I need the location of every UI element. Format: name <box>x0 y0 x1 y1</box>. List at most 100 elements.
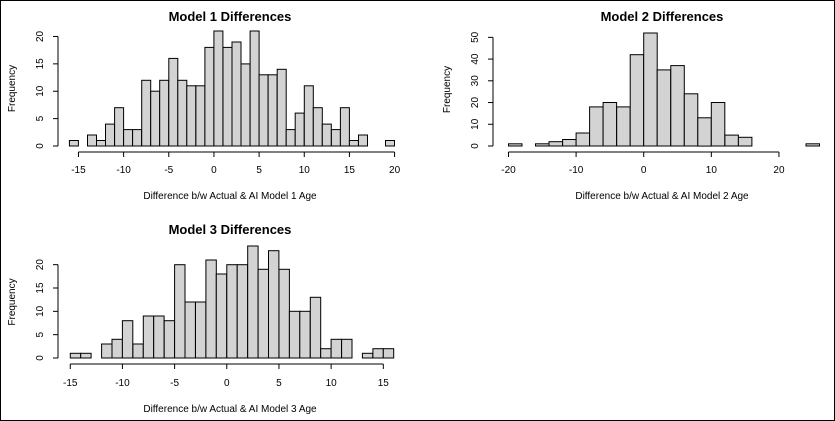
histogram-bar <box>87 134 97 147</box>
histogram-bar <box>121 320 134 359</box>
histogram-bar <box>602 102 618 147</box>
chart-title: Model 3 Differences <box>169 222 292 237</box>
histogram-bar <box>670 65 685 147</box>
histogram-bar <box>535 143 550 147</box>
histogram-bar <box>348 140 359 147</box>
histogram-bar <box>184 301 196 359</box>
histogram-bar <box>341 338 353 359</box>
y-tick-label: 40 <box>470 53 481 65</box>
histogram-bar <box>385 140 395 147</box>
histogram-bar <box>330 338 343 359</box>
histogram-bar <box>69 352 82 359</box>
y-tick-label: 0 <box>470 143 481 149</box>
y-tick-label: 15 <box>35 58 46 70</box>
histogram-bar <box>123 129 134 147</box>
y-axis-label: Frequency <box>7 65 18 112</box>
x-tick-label: -10 <box>115 378 130 389</box>
histogram-bar <box>339 107 350 147</box>
histogram-bar <box>177 79 188 147</box>
histogram-bar <box>114 107 125 147</box>
histogram-bar <box>268 250 280 359</box>
histogram-bar <box>226 264 238 359</box>
histogram-bar <box>724 134 739 147</box>
histogram-bar <box>96 140 106 147</box>
histogram-bar <box>361 352 374 359</box>
histogram-bar <box>309 296 322 359</box>
histogram-bar <box>231 41 242 147</box>
x-tick-label: -10 <box>569 165 584 176</box>
histogram-bar <box>247 245 259 359</box>
histogram-bar <box>132 129 143 147</box>
x-tick-label: 5 <box>276 378 282 389</box>
histogram-bar <box>141 79 152 147</box>
histogram-bar <box>805 143 820 147</box>
histogram-bar <box>80 352 92 359</box>
x-axis-label: Difference b/w Actual & AI Model 3 Age <box>143 404 317 415</box>
y-tick-label: 0 <box>35 143 46 149</box>
x-tick-label: -5 <box>164 165 173 176</box>
histogram-bar <box>142 315 155 359</box>
histogram-bar <box>168 57 179 147</box>
x-tick-label: 0 <box>211 165 217 176</box>
chart-title: Model 1 Differences <box>169 9 292 24</box>
y-tick-label: 30 <box>470 75 481 87</box>
histogram-bar <box>195 301 207 359</box>
histogram-bar <box>548 141 563 147</box>
histogram-bar <box>710 102 726 147</box>
histogram-bar <box>159 79 170 147</box>
histogram-bar <box>656 69 672 147</box>
x-axis-label: Difference b/w Actual & AI Model 1 Age <box>143 191 317 202</box>
histogram-bar <box>382 348 395 359</box>
histogram-bar <box>276 68 287 147</box>
y-tick-label: 0 <box>35 355 46 361</box>
x-tick-label: 0 <box>224 378 230 389</box>
y-tick-label: 5 <box>35 115 46 121</box>
histogram-panel-1: -15 -10 -5 0 5 10 15 20 0 5 10 15 20 Model 1 Differen… <box>7 9 401 202</box>
histogram-bar <box>737 136 753 147</box>
histogram-bar <box>105 123 115 147</box>
x-tick-label: 5 <box>256 165 262 176</box>
y-tick-label: 10 <box>35 85 46 97</box>
histogram-bar <box>267 74 278 147</box>
histogram-bar <box>643 32 658 147</box>
y-axis-label: Frequency <box>442 66 453 113</box>
histogram-bar <box>153 315 165 359</box>
x-tick-label: 20 <box>773 165 785 176</box>
histogram-bar <box>205 259 217 359</box>
x-tick-label: -20 <box>501 165 516 176</box>
histogram-bar <box>372 348 384 359</box>
y-tick-label: 15 <box>35 282 46 294</box>
histogram-bar <box>213 30 224 147</box>
histogram-bar <box>589 106 604 147</box>
x-tick-label: 0 <box>641 165 647 176</box>
y-tick-label: 20 <box>470 97 481 109</box>
histogram-bar <box>150 90 161 147</box>
histogram-bar <box>186 85 197 147</box>
histogram-bar <box>174 264 186 359</box>
histogram-bar <box>132 343 144 359</box>
x-tick-label: 15 <box>378 378 390 389</box>
histogram-bar <box>321 123 332 147</box>
histogram-bar <box>294 112 305 147</box>
histogram-bar <box>258 74 269 147</box>
histogram-panel-2: -20 -10 0 10 20 0 10 20 30 40 50 Model 2 Difference… <box>442 9 820 202</box>
histogram-bar <box>330 129 341 147</box>
y-tick-label: 10 <box>35 305 46 317</box>
histogram-bar <box>222 46 233 147</box>
histogram-bar <box>257 268 270 359</box>
x-tick-label: -15 <box>71 165 86 176</box>
x-tick-label: 10 <box>326 378 338 389</box>
histogram-bar <box>575 132 591 147</box>
histogram-bar <box>285 129 296 147</box>
chart-title: Model 2 Differences <box>601 9 724 24</box>
y-tick-label: 20 <box>35 259 46 271</box>
y-tick-label: 10 <box>470 118 481 130</box>
x-tick-label: -5 <box>170 378 179 389</box>
histogram-bar <box>508 143 523 147</box>
x-axis-label: Difference b/w Actual & AI Model 2 Age <box>575 191 749 202</box>
histogram-bar <box>562 139 577 147</box>
histogram-bar <box>101 343 113 359</box>
histogram-bar <box>204 46 215 147</box>
